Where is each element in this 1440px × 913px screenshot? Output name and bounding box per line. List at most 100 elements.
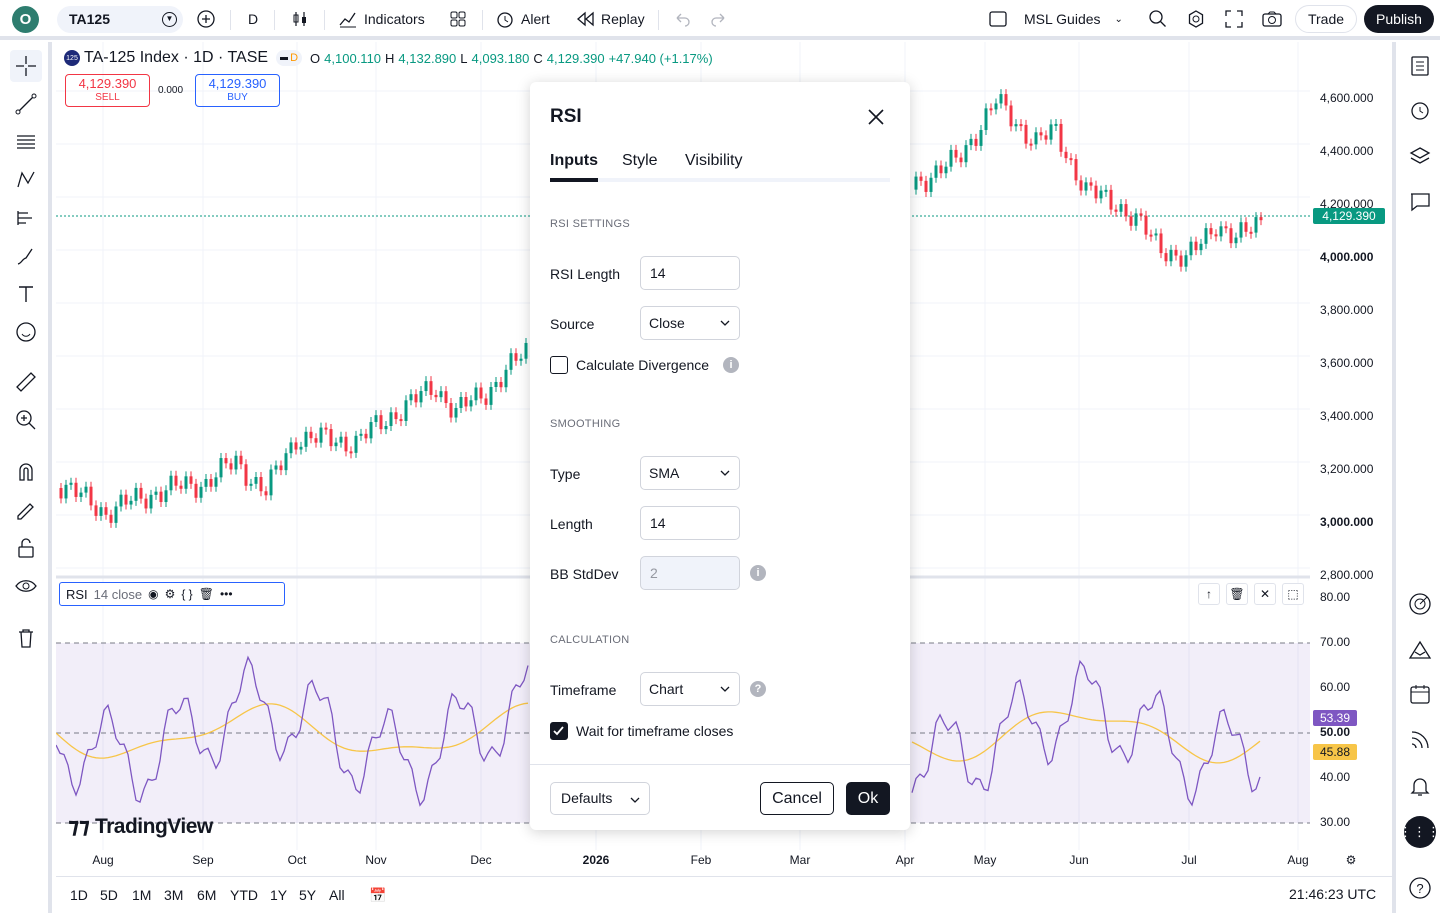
- help-button[interactable]: ?: [1404, 872, 1436, 904]
- add-symbol-button[interactable]: [196, 0, 216, 38]
- indicators-button[interactable]: Indicators: [338, 0, 425, 38]
- fib-tool[interactable]: [10, 126, 42, 158]
- trade-button[interactable]: Trade: [1295, 5, 1357, 33]
- publish-button[interactable]: Publish: [1364, 5, 1434, 33]
- range-button[interactable]: 1Y: [270, 887, 288, 903]
- lock-drawing-tool[interactable]: [10, 494, 42, 526]
- range-button[interactable]: 1D: [70, 887, 88, 903]
- type-select[interactable]: SMA: [640, 456, 740, 490]
- goto-date-icon[interactable]: 📅: [369, 887, 387, 903]
- replay-button[interactable]: Replay: [575, 0, 645, 38]
- ok-button[interactable]: Ok: [846, 782, 890, 815]
- gear-icon[interactable]: ⚙: [1345, 853, 1357, 867]
- text-tool[interactable]: [10, 278, 42, 310]
- magnet-tool[interactable]: [10, 456, 42, 488]
- templates-button[interactable]: [448, 0, 468, 38]
- collapse-pane-icon[interactable]: ✕: [1254, 583, 1276, 605]
- clock[interactable]: 21:46:23 UTC: [1289, 886, 1377, 902]
- zoom-tool[interactable]: [10, 404, 42, 436]
- rsi-length-input[interactable]: 14: [640, 256, 740, 290]
- alerts-button[interactable]: [1404, 94, 1436, 126]
- range-button[interactable]: YTD: [230, 887, 258, 903]
- interval-button[interactable]: D: [248, 0, 258, 38]
- symbol-dropdown-icon[interactable]: ▼: [162, 12, 177, 27]
- layout-button[interactable]: MSL Guides ⌄: [988, 0, 1123, 38]
- settings-icon[interactable]: ⚙: [164, 587, 176, 601]
- market-status[interactable]: D: [276, 50, 303, 66]
- user-avatar[interactable]: O: [12, 6, 39, 33]
- remove-drawings-tool[interactable]: [10, 622, 42, 654]
- chart-type-button[interactable]: [290, 0, 310, 38]
- info-icon[interactable]: i: [723, 357, 739, 373]
- candle-body: [1254, 217, 1258, 233]
- trash-icon[interactable]: 🗑: [198, 587, 214, 601]
- source-code-icon[interactable]: { }: [181, 587, 193, 601]
- symbol-legend: 125 TA-125 Index · 1D · TASE D O 4,100.11…: [64, 48, 713, 68]
- price-tick-label: 3,800.000: [1320, 303, 1374, 317]
- object-tree-button[interactable]: [1404, 140, 1436, 172]
- eye-icon[interactable]: ◉: [148, 587, 159, 601]
- sell-button[interactable]: 4,129.390 SELL: [65, 74, 150, 107]
- tab-style[interactable]: Style: [622, 152, 658, 169]
- trend-line-tool[interactable]: [10, 88, 42, 120]
- range-button[interactable]: 5D: [100, 887, 118, 903]
- close-button[interactable]: [863, 104, 889, 130]
- calendar-button[interactable]: [1404, 678, 1436, 710]
- snapshot-button[interactable]: [1261, 0, 1283, 38]
- length-input[interactable]: 14: [640, 506, 740, 540]
- lock-all-tool[interactable]: [10, 532, 42, 564]
- quick-search-button[interactable]: [1148, 0, 1168, 38]
- cancel-button[interactable]: Cancel: [760, 782, 834, 815]
- crosshair-tool[interactable]: [10, 50, 42, 82]
- grid-icon: [450, 11, 466, 27]
- range-button[interactable]: 5Y: [299, 887, 317, 903]
- pattern-tool[interactable]: [10, 164, 42, 196]
- help-icon[interactable]: ?: [750, 681, 766, 697]
- watchlist-button[interactable]: [1404, 50, 1436, 82]
- hide-drawings-tool[interactable]: [10, 570, 42, 602]
- more-icon[interactable]: •••: [219, 587, 233, 601]
- emoji-tool[interactable]: [10, 316, 42, 348]
- ideas-button[interactable]: [1404, 588, 1436, 620]
- undo-button[interactable]: [673, 0, 691, 38]
- measure-tool[interactable]: [10, 366, 42, 398]
- chevron-down-icon: [720, 686, 730, 692]
- range-button[interactable]: 1M: [132, 887, 152, 903]
- wait-timeframe-checkbox[interactable]: [550, 722, 568, 740]
- fullscreen-button[interactable]: [1224, 0, 1244, 38]
- divergence-checkbox[interactable]: [550, 356, 568, 374]
- range-button[interactable]: 3M: [164, 887, 184, 903]
- alert-button[interactable]: Alert: [495, 0, 550, 38]
- defaults-dropdown[interactable]: Defaults: [550, 782, 650, 815]
- source-label: Source: [550, 316, 595, 332]
- chats-button[interactable]: [1404, 186, 1436, 218]
- range-button[interactable]: All: [329, 887, 345, 903]
- rsi-legend[interactable]: RSI 14 close ◉ ⚙ { } 🗑 •••: [59, 582, 285, 606]
- maximize-pane-icon[interactable]: ⬚: [1282, 583, 1304, 605]
- range-button[interactable]: 6M: [197, 887, 217, 903]
- section-rsi-settings: RSI SETTINGS: [550, 218, 630, 230]
- tab-visibility[interactable]: Visibility: [685, 152, 743, 169]
- pine-button[interactable]: [1404, 634, 1436, 666]
- timeframe-value: Chart: [649, 681, 684, 697]
- time-axis[interactable]: Aug Sep Oct Nov Dec 2026 Feb Mar Apr May Jun Jul Aug…: [56, 850, 1356, 872]
- symbol-search[interactable]: TA125 ▼: [57, 6, 183, 33]
- products-button[interactable]: ⋮⋮⋮: [1399, 816, 1440, 848]
- brush-tool[interactable]: [10, 240, 42, 272]
- tab-inputs[interactable]: Inputs: [550, 152, 598, 182]
- move-pane-up-icon[interactable]: ↑: [1198, 583, 1220, 605]
- timeframe-select[interactable]: Chart: [640, 672, 740, 706]
- delete-pane-icon[interactable]: 🗑: [1226, 583, 1248, 605]
- source-select[interactable]: Close: [640, 306, 740, 340]
- notifications-button[interactable]: [1404, 770, 1436, 802]
- buy-button[interactable]: 4,129.390 BUY: [195, 74, 280, 107]
- streams-button[interactable]: [1404, 724, 1436, 756]
- forecast-tool[interactable]: [10, 202, 42, 234]
- settings-button[interactable]: [1186, 0, 1206, 38]
- redo-button[interactable]: [710, 0, 728, 38]
- divider: [274, 10, 275, 30]
- info-icon[interactable]: i: [750, 565, 766, 581]
- candle-body: [979, 130, 983, 146]
- price-axis[interactable]: 4,600.000 4,400.000 4,200.000 4,000.000 3,80…: [1310, 42, 1392, 874]
- divider: [324, 10, 325, 30]
